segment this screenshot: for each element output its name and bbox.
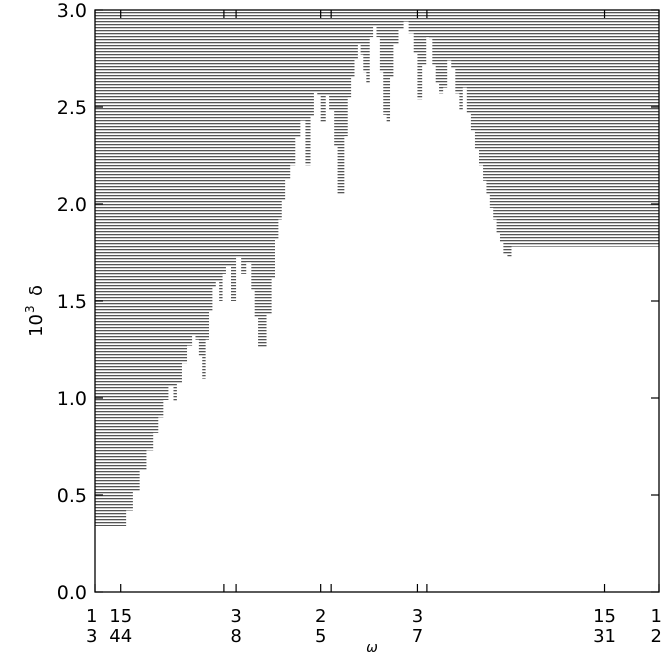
y-tick-label: 2.0	[57, 194, 87, 216]
x-tick-numerator: 3	[230, 606, 241, 627]
y-axis: 0.0 0.5 1.0 1.5 2.0 2.5 3.0	[57, 0, 659, 604]
x-tick-numerator: 1	[86, 606, 97, 627]
x-tick-numerator: 2	[315, 606, 326, 627]
x-tick-denominator: 31	[593, 626, 616, 647]
y-tick-label: 1.5	[57, 291, 87, 313]
hatched-region	[95, 10, 659, 527]
plot-region	[95, 10, 659, 527]
x-tick-denominator: 2	[651, 626, 662, 647]
x-tick-numerator: 3	[412, 606, 423, 627]
y-tick-label: 3.0	[57, 0, 87, 22]
y-axis-label-symbol: δ	[26, 285, 47, 296]
x-axis-label: ω	[366, 640, 378, 654]
x-tick-denominator: 7	[412, 626, 423, 647]
y-tick-label: 1.0	[57, 388, 87, 410]
x-tick-denominator: 8	[230, 626, 241, 647]
x-tick-numerator: 15	[593, 606, 616, 627]
x-tick-denominator: 44	[109, 626, 132, 647]
y-axis-label-exponent: 3	[23, 305, 37, 313]
y-tick-label: 2.5	[57, 97, 87, 119]
x-tick-numerator: 15	[109, 606, 132, 627]
x-tick-denominator: 3	[86, 626, 97, 647]
y-tick-label: 0.5	[57, 485, 87, 507]
y-axis-label-base: 10	[26, 314, 47, 337]
y-tick-label: 0.0	[57, 582, 87, 604]
x-tick-numerator: 1	[651, 606, 662, 627]
y-axis-label: 10 3 δ	[23, 285, 47, 337]
x-tick-denominator: 5	[315, 626, 326, 647]
